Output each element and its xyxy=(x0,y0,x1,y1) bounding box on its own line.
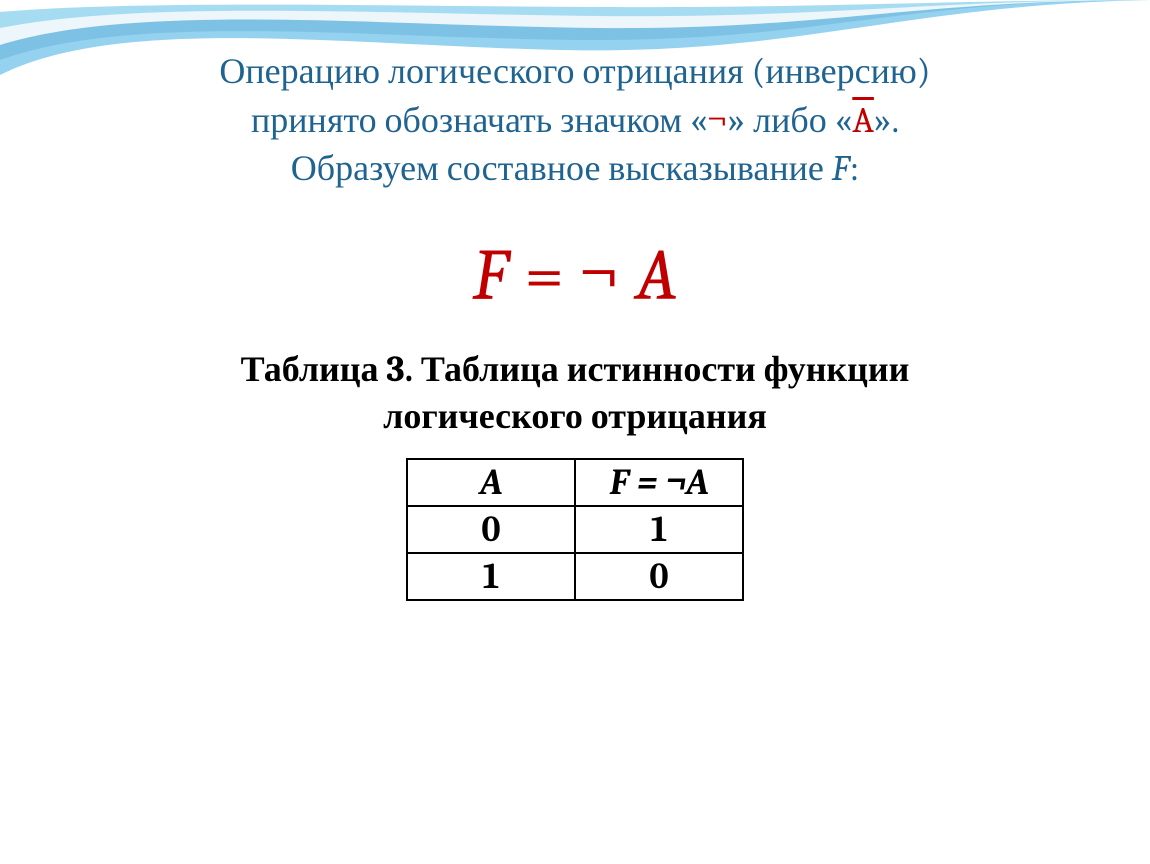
a-bar-symbol: A xyxy=(852,100,874,141)
slide-content: Операцию логического отрицания (инверсию… xyxy=(0,0,1150,601)
title-line2-pre: принято обозначать значком « xyxy=(251,100,708,141)
table-header-a: A xyxy=(407,459,575,506)
table-header-f: F = ¬A xyxy=(575,459,743,506)
table-cell-a: 1 xyxy=(407,553,575,600)
title-line1: Операцию логического отрицания (инверсию… xyxy=(219,51,930,92)
negation-symbol: ¬ xyxy=(708,100,728,141)
formula-eq: = ¬ xyxy=(508,234,635,317)
table-cell-f: 1 xyxy=(575,506,743,553)
title-line2-post: ». xyxy=(874,100,899,141)
caption-line1: Таблица 3. Таблица истинности функции xyxy=(241,349,910,390)
title-line3: Образуем составное высказывание xyxy=(291,148,832,189)
formula-F: F xyxy=(473,234,509,317)
caption-line2: логического отрицания xyxy=(383,396,767,437)
table-cell-f: 0 xyxy=(575,553,743,600)
title-line3-F: F xyxy=(832,148,850,189)
formula-A: A xyxy=(636,234,678,317)
slide-title: Операцию логического отрицания (инверсию… xyxy=(40,48,1110,194)
truth-table: A F = ¬A 0 1 1 0 xyxy=(406,458,744,601)
table-row: 1 0 xyxy=(407,553,743,600)
slide: Операцию логического отрицания (инверсию… xyxy=(0,0,1150,864)
table-row: 0 1 xyxy=(407,506,743,553)
title-line2-mid: » либо « xyxy=(728,100,853,141)
table-header-row: A F = ¬A xyxy=(407,459,743,506)
table-cell-a: 0 xyxy=(407,506,575,553)
formula: F = ¬ A xyxy=(0,234,1150,317)
title-line3-colon: : xyxy=(850,148,860,189)
table-caption: Таблица 3. Таблица истинности функции ло… xyxy=(0,347,1150,441)
